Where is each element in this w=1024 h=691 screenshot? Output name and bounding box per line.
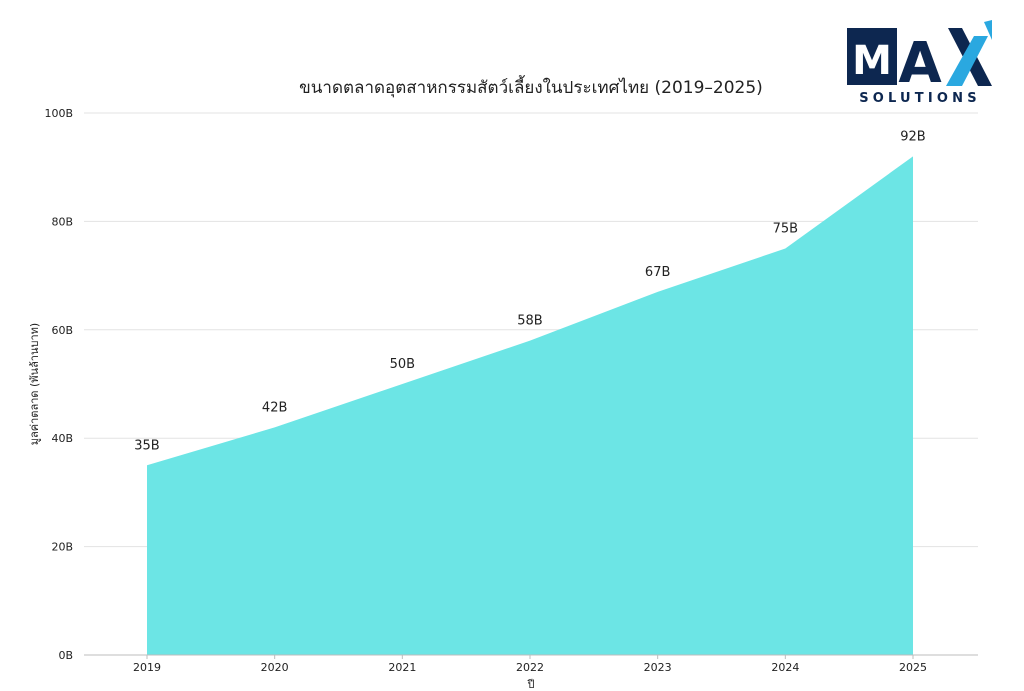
data-label: 42B	[262, 400, 287, 415]
logo-tagline: SOLUTIONS	[859, 91, 981, 106]
x-tick-label: 2020	[261, 661, 289, 674]
x-tick-label: 2019	[133, 661, 161, 674]
y-tick-label: 0B	[58, 649, 73, 662]
axes	[84, 654, 978, 659]
x-tick-label: 2021	[388, 661, 416, 674]
x-axis-label: ปี	[526, 678, 534, 691]
y-tick-label: 40B	[51, 432, 73, 445]
data-label: 75B	[773, 222, 798, 237]
y-tick-label: 60B	[51, 324, 73, 337]
y-tick-label: 20B	[51, 541, 73, 554]
x-tick-label: 2022	[516, 661, 544, 674]
y-tick-label: 100B	[44, 107, 73, 120]
x-tick-label: 2023	[644, 661, 672, 674]
y-tick-label: 80B	[51, 215, 73, 228]
chart-title: ขนาดตลาดอุตสาหกรรมสัตว์เลี้ยงในประเทศไทย…	[299, 75, 763, 98]
logo-a-letter: A	[898, 31, 942, 96]
data-label: 67B	[645, 265, 670, 280]
data-label: 50B	[390, 357, 415, 372]
max-solutions-logo: M A SOLUTIONS	[847, 20, 992, 106]
x-tick-label: 2024	[771, 661, 799, 674]
data-label: 92B	[900, 129, 925, 144]
logo-m-letter: M	[852, 38, 892, 84]
data-label: 58B	[517, 314, 542, 329]
y-axis-label: มูลค่าตลาด (พันล้านบาท)	[28, 323, 41, 445]
area-layer	[147, 156, 913, 656]
logo-x-mark	[946, 20, 992, 86]
x-tick-label: 2025	[899, 661, 927, 674]
data-label: 35B	[134, 438, 159, 453]
logo-m-block	[847, 28, 897, 85]
area-series	[147, 156, 913, 656]
labels: 0B 20B 40B 60B 80B 100B 2019 35B 2020 42B 2021 50B 2…	[44, 107, 927, 674]
